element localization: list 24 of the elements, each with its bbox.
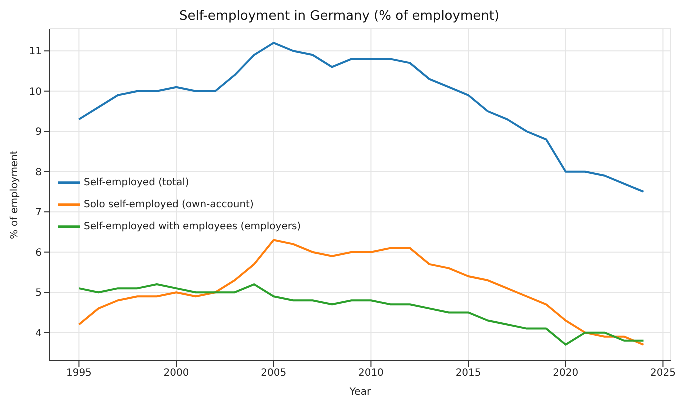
y-tick-label: 9 <box>36 127 42 138</box>
line-series <box>78 284 645 346</box>
legend-label: Solo self-employed (own-account) <box>84 200 254 211</box>
x-tick-label: 2005 <box>261 368 287 380</box>
line-series <box>78 239 645 346</box>
legend-label: Self-employed (total) <box>84 178 190 189</box>
x-tick-label: 2020 <box>553 368 579 380</box>
chart-title: Self-employment in Germany (% of employment) <box>178 9 501 24</box>
y-tick-label: 4 <box>36 328 42 340</box>
y-tick-label: 8 <box>36 167 42 178</box>
y-tick-label: 5 <box>36 288 42 300</box>
x-tick-label: 2010 <box>358 368 384 380</box>
line-series <box>78 42 645 193</box>
y-tick-label: 7 <box>36 208 42 219</box>
y-tick-label: 11 <box>29 46 42 58</box>
y-axis-title: % of employment <box>10 150 21 240</box>
x-axis-title: Year <box>348 387 372 398</box>
y-tick-label: 6 <box>36 248 42 259</box>
legend-label: Self-employed with employees (employers) <box>84 222 302 233</box>
x-tick-label: 1995 <box>66 368 92 380</box>
x-tick-label: 2015 <box>456 368 482 380</box>
x-tick-label: 2025 <box>650 368 676 380</box>
x-tick-label: 2000 <box>164 368 190 380</box>
y-tick-label: 10 <box>29 86 42 98</box>
